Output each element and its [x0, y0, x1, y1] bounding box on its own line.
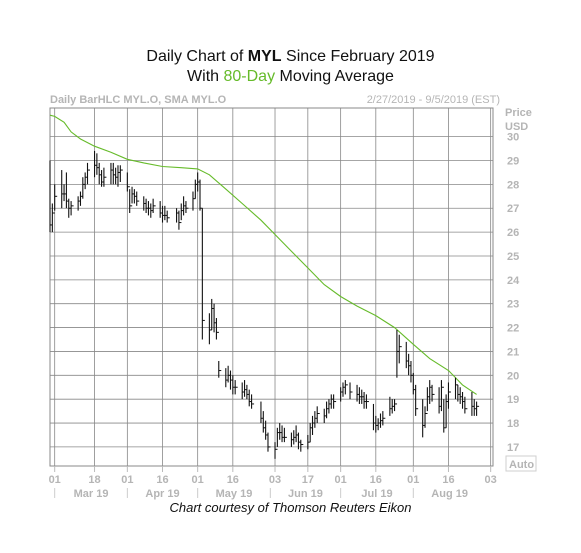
- x-month-label: Apr 19: [145, 488, 179, 500]
- x-month-label: Jun 19: [288, 488, 323, 500]
- y-tick-label: 30: [507, 132, 519, 144]
- x-day-label: 17: [302, 474, 314, 486]
- auto-scale-box: [505, 455, 537, 472]
- x-day-label: 01: [49, 474, 61, 486]
- plot-frame: [49, 107, 494, 467]
- y-tick-label: 26: [507, 227, 519, 239]
- sma-line: [49, 114, 477, 395]
- subtitle-prefix: With: [187, 68, 224, 85]
- chart-subtitle: With 80-Day Moving Average: [0, 68, 581, 86]
- x-day-label: 16: [156, 474, 168, 486]
- y-tick-label: 25: [507, 251, 519, 263]
- y-tick-label: 24: [507, 275, 520, 287]
- ticker-symbol: MYL: [247, 48, 282, 65]
- y-tick-label: 22: [507, 323, 519, 335]
- auto-scale-label: Auto: [509, 459, 534, 471]
- y-axis-label-currency: USD: [505, 121, 528, 133]
- y-tick-label: 17: [507, 442, 519, 454]
- x-month-label: Jul 19: [361, 488, 392, 500]
- x-day-label: 03: [269, 474, 281, 486]
- chart-credit: Chart courtesy of Thomson Reuters Eikon: [169, 500, 412, 515]
- y-tick-label: 20: [507, 370, 519, 382]
- subtitle-suffix: Moving Average: [275, 68, 394, 85]
- x-day-label: 03: [485, 474, 497, 486]
- chart-title: Daily Chart of MYL Since February 2019: [0, 48, 581, 66]
- x-day-label: 18: [88, 474, 100, 486]
- date-range: 2/27/2019 - 9/5/2019 (EST): [366, 94, 500, 106]
- title-prefix: Daily Chart of: [146, 48, 248, 65]
- x-month-label: May 19: [216, 488, 253, 500]
- x-day-label: 01: [335, 474, 347, 486]
- y-tick-label: 29: [507, 156, 519, 168]
- x-month-label: Aug 19: [431, 488, 468, 500]
- y-tick-label: 28: [507, 179, 519, 191]
- x-day-label: 01: [407, 474, 419, 486]
- title-suffix: Since February 2019: [281, 48, 435, 65]
- y-tick-label: 27: [507, 203, 519, 215]
- x-day-label: 16: [370, 474, 382, 486]
- subtitle-accent: 80-Day: [223, 68, 276, 85]
- x-month-label: Mar 19: [74, 488, 109, 500]
- x-day-label: 01: [192, 474, 204, 486]
- y-tick-label: 23: [507, 299, 519, 311]
- study-label: Daily BarHLC MYL.O, SMA MYL.O: [50, 94, 227, 106]
- x-day-label: 16: [442, 474, 454, 486]
- x-day-label: 01: [121, 474, 133, 486]
- y-tick-label: 21: [507, 346, 519, 358]
- y-tick-label: 18: [507, 418, 519, 430]
- x-day-label: 16: [227, 474, 239, 486]
- y-axis-label-price: Price: [505, 107, 532, 119]
- y-tick-label: 19: [507, 394, 519, 406]
